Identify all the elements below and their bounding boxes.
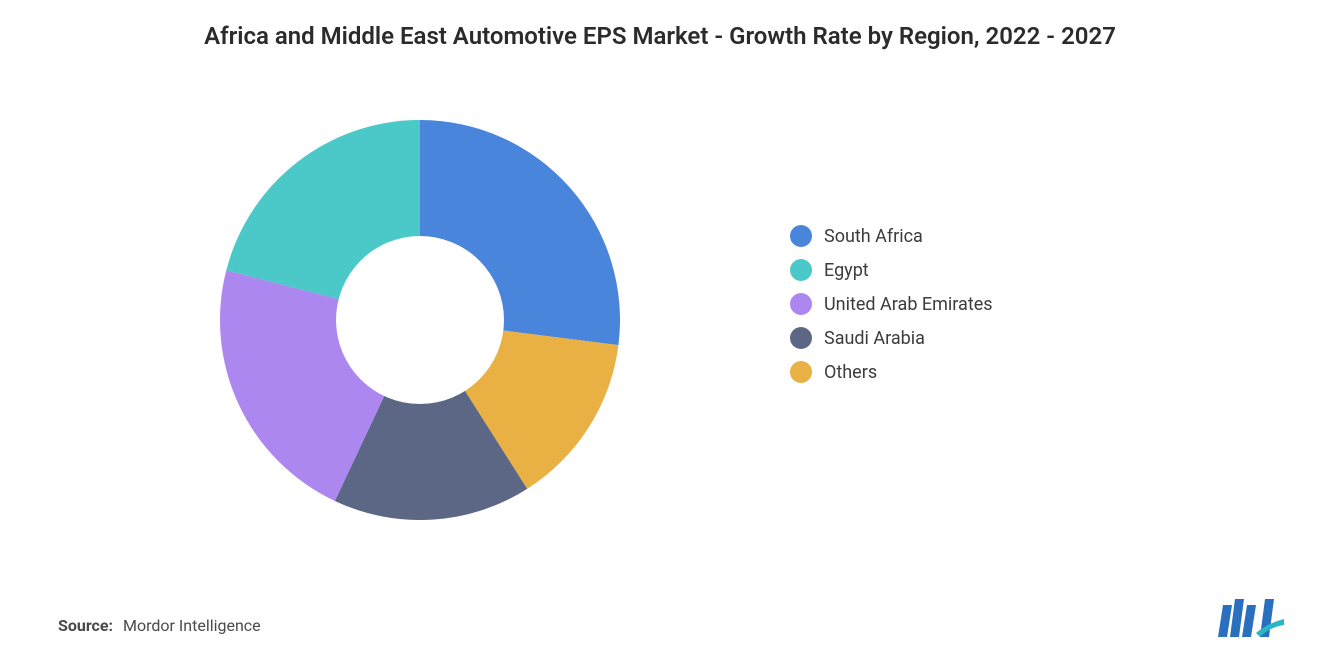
- legend-dot: [790, 225, 812, 247]
- legend-dot: [790, 259, 812, 281]
- donut-svg: [220, 120, 620, 520]
- legend-label: South Africa: [824, 226, 923, 247]
- source-value: Mordor Intelligence: [123, 616, 261, 635]
- legend-label: Egypt: [824, 260, 869, 281]
- legend-label: Saudi Arabia: [824, 328, 925, 349]
- mi-logo: [1216, 599, 1286, 639]
- chart-title: Africa and Middle East Automotive EPS Ma…: [0, 20, 1320, 52]
- legend: South Africa Egypt United Arab Emirates Sau…: [790, 225, 993, 395]
- chart-container: Africa and Middle East Automotive EPS Ma…: [0, 0, 1320, 665]
- legend-dot: [790, 327, 812, 349]
- legend-item-saudi-arabia: Saudi Arabia: [790, 327, 993, 349]
- legend-item-others: Others: [790, 361, 993, 383]
- source-line: Source: Mordor Intelligence: [58, 616, 261, 635]
- mi-logo-svg: [1216, 599, 1286, 639]
- legend-item-united-arab-emirates: United Arab Emirates: [790, 293, 993, 315]
- legend-item-egypt: Egypt: [790, 259, 993, 281]
- donut-chart: [220, 120, 620, 520]
- source-label: Source:: [58, 616, 113, 635]
- legend-dot: [790, 361, 812, 383]
- legend-item-south-africa: South Africa: [790, 225, 993, 247]
- legend-label: United Arab Emirates: [824, 294, 993, 315]
- legend-dot: [790, 293, 812, 315]
- donut-hole: [336, 236, 504, 404]
- legend-label: Others: [824, 362, 877, 383]
